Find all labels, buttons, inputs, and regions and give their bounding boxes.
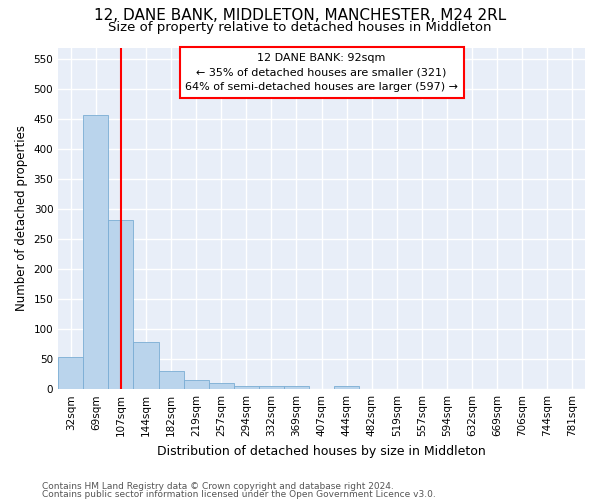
- Bar: [259, 386, 284, 389]
- Bar: [133, 342, 158, 389]
- Y-axis label: Number of detached properties: Number of detached properties: [15, 126, 28, 312]
- Bar: [209, 383, 234, 389]
- Text: Contains public sector information licensed under the Open Government Licence v3: Contains public sector information licen…: [42, 490, 436, 499]
- Text: Contains HM Land Registry data © Crown copyright and database right 2024.: Contains HM Land Registry data © Crown c…: [42, 482, 394, 491]
- Bar: [83, 115, 109, 389]
- Bar: [184, 380, 209, 389]
- Bar: [284, 386, 309, 389]
- Bar: [109, 220, 133, 389]
- X-axis label: Distribution of detached houses by size in Middleton: Distribution of detached houses by size …: [157, 444, 486, 458]
- Bar: [158, 371, 184, 389]
- Text: Size of property relative to detached houses in Middleton: Size of property relative to detached ho…: [108, 21, 492, 34]
- Text: 12, DANE BANK, MIDDLETON, MANCHESTER, M24 2RL: 12, DANE BANK, MIDDLETON, MANCHESTER, M2…: [94, 8, 506, 22]
- Bar: [234, 386, 259, 389]
- Text: 12 DANE BANK: 92sqm
← 35% of detached houses are smaller (321)
64% of semi-detac: 12 DANE BANK: 92sqm ← 35% of detached ho…: [185, 52, 458, 92]
- Bar: [58, 358, 83, 389]
- Bar: [334, 386, 359, 389]
